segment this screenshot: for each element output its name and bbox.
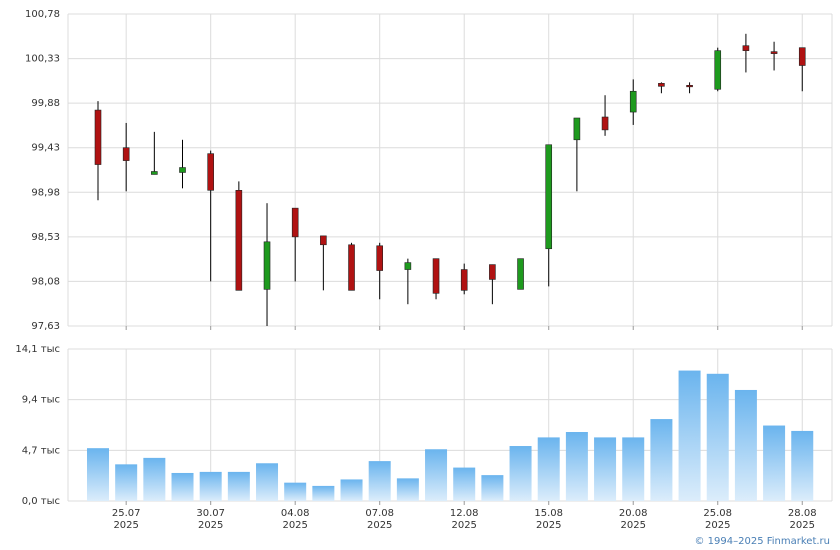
- candle-body: [742, 45, 750, 51]
- y-tick-label: 100,33: [25, 54, 60, 65]
- candle-body: [798, 47, 806, 66]
- x-tick-label: 15.08: [534, 508, 563, 519]
- volume-bar: [115, 464, 138, 501]
- y-tick-label: 4,7 тыс: [22, 445, 60, 456]
- candle-body: [348, 244, 355, 291]
- x-tick-year: 2025: [451, 520, 476, 531]
- candle-body: [320, 235, 327, 246]
- y-tick-label: 99,88: [31, 98, 60, 109]
- x-tick-year: 2025: [536, 520, 561, 531]
- x-tick-label: 20.08: [619, 508, 648, 519]
- volume-bar: [453, 467, 476, 501]
- volume-bar: [227, 471, 250, 501]
- volume-bar: [537, 437, 560, 501]
- x-tick-year: 2025: [790, 520, 815, 531]
- volume-bar: [396, 478, 419, 501]
- x-tick-year: 2025: [705, 520, 730, 531]
- candle-body: [489, 264, 496, 280]
- x-tick-label: 28.08: [788, 508, 817, 519]
- volume-bar: [706, 373, 729, 501]
- y-tick-label: 98,53: [31, 232, 60, 243]
- volume-bar: [791, 430, 814, 501]
- volume-bar: [594, 437, 617, 501]
- x-tick-year: 2025: [367, 520, 392, 531]
- candle-body: [770, 51, 778, 54]
- candle-body: [601, 116, 609, 131]
- candle-body: [432, 258, 440, 294]
- y-tick-label: 100,78: [25, 9, 60, 20]
- candle-body: [94, 109, 102, 165]
- volume-bar: [650, 419, 673, 501]
- volume-bar: [425, 449, 448, 501]
- candle-body: [207, 153, 214, 191]
- y-tick-label: 97,63: [31, 321, 60, 332]
- volume-bar: [763, 425, 786, 501]
- volume-bar: [87, 448, 109, 501]
- candle-body: [545, 144, 553, 250]
- volume-bar: [143, 457, 166, 501]
- x-tick-year: 2025: [282, 520, 307, 531]
- y-tick-label: 9,4 тыс: [22, 395, 60, 406]
- candle-body: [658, 83, 665, 87]
- candle-body: [151, 171, 158, 175]
- candle-body: [179, 167, 186, 173]
- volume-bar: [678, 370, 701, 501]
- candle-body: [291, 207, 299, 238]
- x-tick-label: 12.08: [450, 508, 479, 519]
- volume-bar: [199, 471, 222, 501]
- x-tick-label: 25.07: [112, 508, 141, 519]
- candle-body: [573, 117, 581, 141]
- x-tick-year: 2025: [113, 520, 138, 531]
- candle-body: [263, 241, 271, 290]
- candle-body: [404, 262, 412, 270]
- y-tick-label: 0,0 тыс: [22, 496, 60, 507]
- volume-bar: [284, 482, 307, 501]
- candle-body: [517, 258, 524, 290]
- x-tick-label: 07.08: [365, 508, 394, 519]
- volume-bar: [734, 389, 757, 501]
- volume-bar: [622, 437, 645, 501]
- x-tick-year: 2025: [621, 520, 646, 531]
- candle-body: [235, 190, 243, 291]
- y-tick-label: 98,08: [31, 276, 60, 287]
- candle-body: [686, 85, 693, 88]
- candle-body: [714, 50, 722, 90]
- candle-body: [376, 245, 384, 271]
- x-tick-label: 30.07: [196, 508, 225, 519]
- x-tick-year: 2025: [198, 520, 223, 531]
- volume-bar: [312, 485, 335, 501]
- y-tick-label: 98,98: [31, 187, 60, 198]
- candle-body: [460, 269, 468, 291]
- x-tick-label: 04.08: [281, 508, 310, 519]
- x-tick-label: 25.08: [703, 508, 732, 519]
- volume-bar: [509, 446, 532, 501]
- candle-body: [629, 90, 637, 113]
- volume-bar: [171, 472, 194, 501]
- y-tick-label: 99,43: [31, 143, 60, 154]
- volume-bar: [481, 475, 504, 501]
- volume-bar: [256, 463, 279, 501]
- candle-body: [122, 147, 130, 161]
- volume-bar: [368, 461, 391, 501]
- footer: © 1994–2025 Finmarket.ru: [694, 536, 830, 547]
- y-tick-label: 14,1 тыс: [15, 344, 60, 355]
- volume-bar: [565, 432, 588, 501]
- volume-bar: [340, 479, 363, 501]
